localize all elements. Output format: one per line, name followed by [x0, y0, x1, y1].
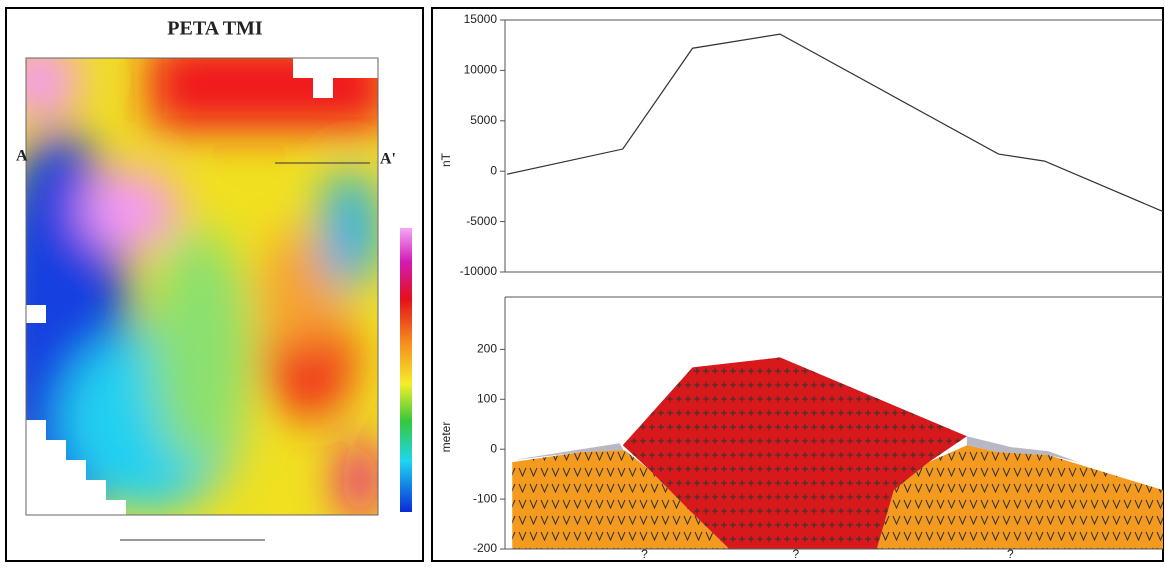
annotation: ? [1007, 547, 1014, 561]
y-tick-label: 10000 [464, 63, 498, 77]
map-image [26, 58, 378, 515]
charts-frame [431, 7, 1164, 562]
y-axis-label: meter [439, 422, 453, 453]
color-bar [400, 228, 412, 512]
annotation: ? [792, 547, 799, 561]
y-tick-label: 0 [490, 163, 497, 177]
y-tick-label: 15000 [464, 12, 498, 26]
map-title: PETA TMI [167, 18, 263, 40]
profile-line [506, 33, 1164, 213]
y-tick-label: -5000 [466, 214, 497, 228]
y-tick-label: 200 [477, 342, 497, 356]
charts: -10000 -5000 0 5000 10000 15000 nT?? ? -200 -100 0… [439, 12, 1164, 561]
body-hatch [876, 445, 1163, 549]
y-tick-label: -100 [473, 491, 497, 505]
body-hatch [512, 450, 730, 549]
body-hatch [622, 357, 967, 549]
body [966, 436, 1079, 463]
profile-start: A [16, 148, 28, 165]
profile-end: A' [380, 151, 396, 168]
y-tick-label: 0 [490, 441, 497, 455]
y-tick-label: 100 [477, 391, 497, 405]
y-tick-label: 5000 [470, 113, 497, 127]
annotation: ? [641, 547, 648, 561]
map-border [25, 57, 379, 516]
y-tick-label: -200 [473, 541, 497, 555]
y-tick-label: -10000 [460, 264, 498, 278]
body [512, 443, 625, 461]
y-axis-label: nT [439, 152, 453, 167]
